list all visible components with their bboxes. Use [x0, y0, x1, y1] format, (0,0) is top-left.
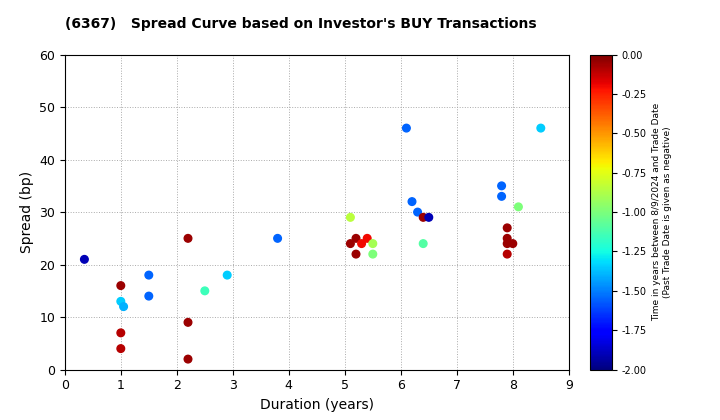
Point	[496, 193, 508, 199]
Point	[115, 329, 127, 336]
Text: (6367)   Spread Curve based on Investor's BUY Transactions: (6367) Spread Curve based on Investor's …	[65, 17, 536, 31]
Point	[345, 214, 356, 221]
Point	[345, 240, 356, 247]
Point	[143, 293, 155, 299]
Point	[182, 319, 194, 326]
Point	[367, 251, 379, 257]
Point	[350, 235, 361, 242]
Point	[406, 198, 418, 205]
Point	[501, 240, 513, 247]
Point	[118, 303, 130, 310]
Y-axis label: Time in years between 8/9/2024 and Trade Date
(Past Trade Date is given as negat: Time in years between 8/9/2024 and Trade…	[652, 103, 672, 321]
Point	[513, 203, 524, 210]
Point	[356, 240, 367, 247]
X-axis label: Duration (years): Duration (years)	[260, 398, 374, 412]
Point	[535, 125, 546, 131]
Point	[501, 235, 513, 242]
Point	[78, 256, 90, 263]
Y-axis label: Spread (bp): Spread (bp)	[19, 171, 34, 253]
Point	[115, 345, 127, 352]
Point	[115, 298, 127, 305]
Point	[272, 235, 284, 242]
Point	[143, 272, 155, 278]
Point	[222, 272, 233, 278]
Point	[418, 214, 429, 221]
Point	[182, 235, 194, 242]
Point	[199, 287, 210, 294]
Point	[496, 182, 508, 189]
Point	[412, 209, 423, 215]
Point	[361, 235, 373, 242]
Point	[350, 251, 361, 257]
Point	[501, 251, 513, 257]
Point	[115, 282, 127, 289]
Point	[367, 240, 379, 247]
Point	[418, 240, 429, 247]
Point	[423, 214, 435, 221]
Point	[501, 224, 513, 231]
Point	[507, 240, 518, 247]
Point	[400, 125, 412, 131]
Point	[182, 356, 194, 362]
